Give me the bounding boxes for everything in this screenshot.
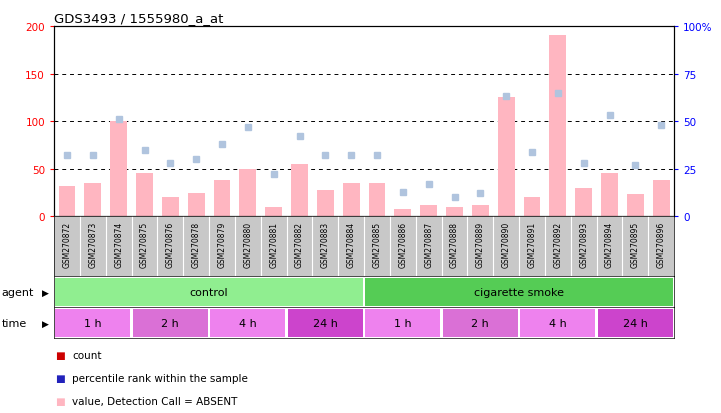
Text: GSM270872: GSM270872 <box>63 222 71 268</box>
Bar <box>601 173 618 217</box>
Bar <box>288 309 363 337</box>
Text: GSM270881: GSM270881 <box>269 222 278 268</box>
Bar <box>523 198 541 217</box>
Text: GSM270878: GSM270878 <box>192 222 200 268</box>
Bar <box>443 309 518 337</box>
Bar <box>56 309 131 337</box>
Bar <box>472 205 489 217</box>
Text: GSM270895: GSM270895 <box>631 222 640 268</box>
Text: count: count <box>72 350 102 360</box>
Text: GSM270892: GSM270892 <box>554 222 562 268</box>
Text: ▶: ▶ <box>42 288 49 297</box>
Bar <box>549 36 566 217</box>
Bar <box>420 205 437 217</box>
Bar <box>84 183 101 217</box>
Text: 24 h: 24 h <box>313 318 338 328</box>
Bar <box>598 309 673 337</box>
Text: value, Detection Call = ABSENT: value, Detection Call = ABSENT <box>72 396 237 406</box>
Text: GSM270896: GSM270896 <box>657 222 665 268</box>
Bar <box>110 122 127 217</box>
Text: 4 h: 4 h <box>549 318 567 328</box>
Bar <box>317 190 334 217</box>
Bar <box>187 193 205 217</box>
Bar <box>58 186 76 217</box>
Text: GSM270884: GSM270884 <box>347 222 355 268</box>
Text: 1 h: 1 h <box>84 318 102 328</box>
Text: ■: ■ <box>56 373 66 383</box>
Text: GSM270888: GSM270888 <box>450 222 459 268</box>
Bar <box>446 207 463 217</box>
Text: GSM270874: GSM270874 <box>114 222 123 268</box>
Text: agent: agent <box>1 287 34 297</box>
Bar <box>342 183 360 217</box>
Text: GSM270885: GSM270885 <box>373 222 381 268</box>
Text: time: time <box>1 318 27 328</box>
Text: 4 h: 4 h <box>239 318 257 328</box>
Bar <box>133 309 208 337</box>
Bar <box>575 188 592 217</box>
Text: GSM270875: GSM270875 <box>140 222 149 268</box>
Bar <box>211 309 286 337</box>
Text: GSM270883: GSM270883 <box>321 222 329 268</box>
Text: control: control <box>190 287 229 297</box>
Text: ■: ■ <box>56 350 66 360</box>
Text: GSM270880: GSM270880 <box>244 222 252 268</box>
Text: 1 h: 1 h <box>394 318 412 328</box>
Bar <box>239 169 256 217</box>
Text: ■: ■ <box>56 396 66 406</box>
Text: ▶: ▶ <box>42 319 49 328</box>
Bar <box>366 278 673 306</box>
Bar <box>653 181 670 217</box>
Bar <box>213 181 231 217</box>
Text: GSM270890: GSM270890 <box>502 222 510 268</box>
Bar <box>368 183 386 217</box>
Text: GSM270889: GSM270889 <box>476 222 485 268</box>
Text: GSM270879: GSM270879 <box>218 222 226 268</box>
Text: percentile rank within the sample: percentile rank within the sample <box>72 373 248 383</box>
Text: GDS3493 / 1555980_a_at: GDS3493 / 1555980_a_at <box>54 12 224 25</box>
Bar <box>56 278 363 306</box>
Text: GSM270876: GSM270876 <box>166 222 174 268</box>
Text: GSM270887: GSM270887 <box>424 222 433 268</box>
Bar <box>136 173 153 217</box>
Text: GSM270893: GSM270893 <box>579 222 588 268</box>
Text: GSM270886: GSM270886 <box>399 222 407 268</box>
Text: 24 h: 24 h <box>623 318 648 328</box>
Text: GSM270882: GSM270882 <box>295 222 304 268</box>
Bar <box>497 98 515 217</box>
Bar <box>291 164 308 217</box>
Text: cigarette smoke: cigarette smoke <box>474 287 564 297</box>
Bar <box>394 209 411 217</box>
Bar <box>366 309 441 337</box>
Bar <box>521 309 596 337</box>
Text: 2 h: 2 h <box>162 318 180 328</box>
Bar <box>162 198 179 217</box>
Text: 2 h: 2 h <box>472 318 490 328</box>
Text: GSM270873: GSM270873 <box>89 222 97 268</box>
Bar <box>265 207 282 217</box>
Text: GSM270891: GSM270891 <box>528 222 536 268</box>
Bar <box>627 195 644 217</box>
Text: GSM270894: GSM270894 <box>605 222 614 268</box>
